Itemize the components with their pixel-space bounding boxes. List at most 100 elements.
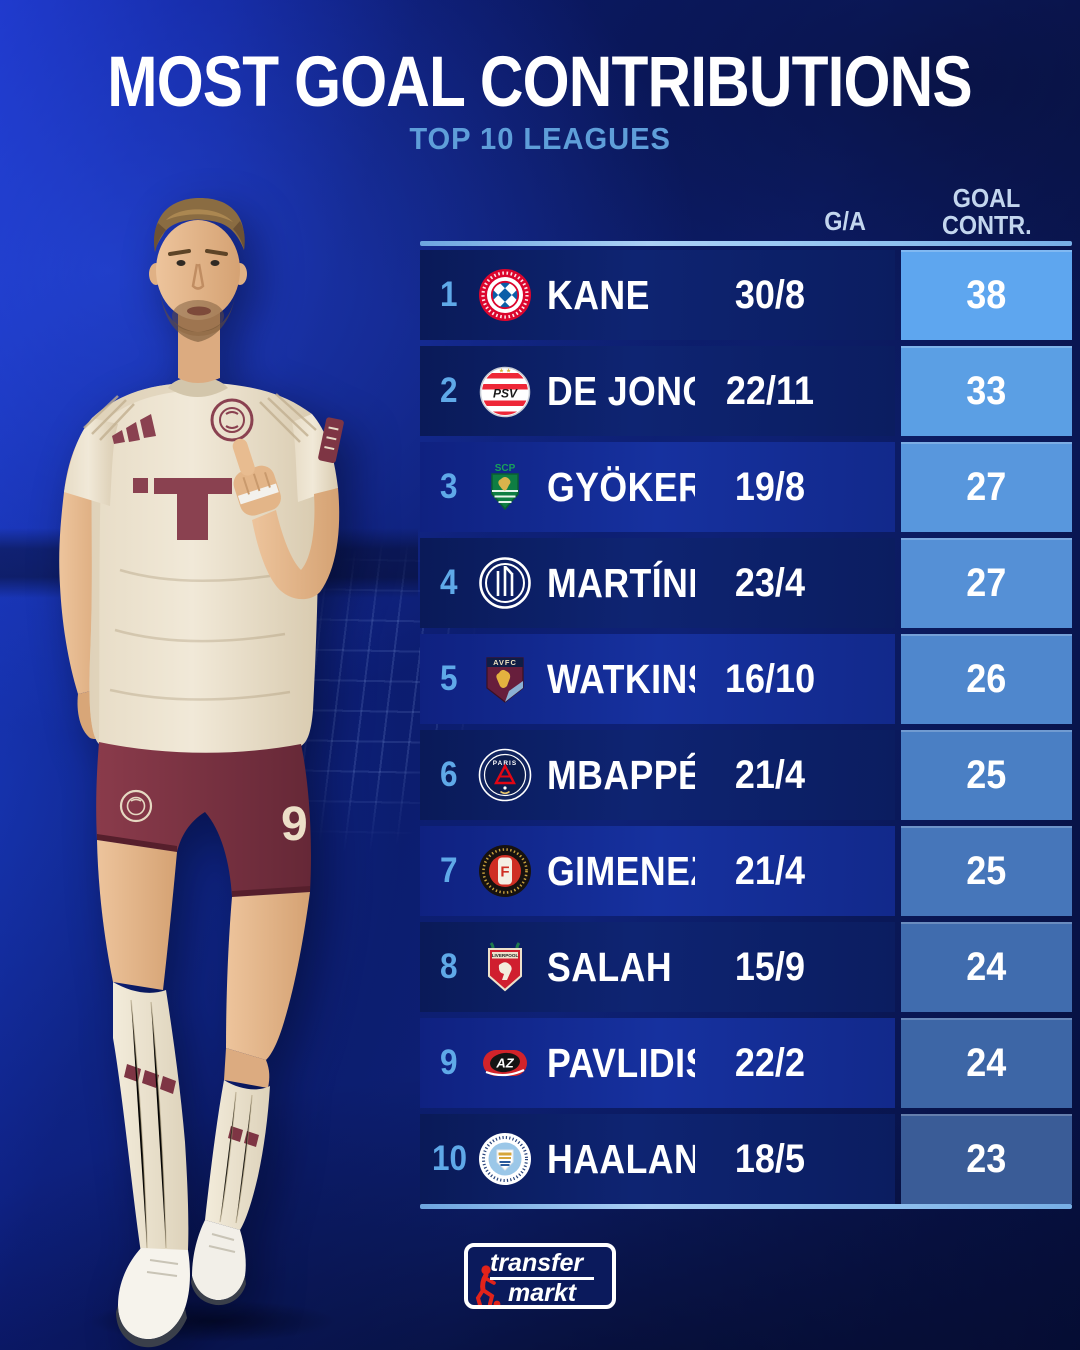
svg-text:PSV: PSV: [493, 387, 518, 401]
goal-contr-cell: 27: [901, 538, 1072, 628]
table-row: 8 LIVERPOOL SALAH 15/9 24: [420, 922, 1072, 1012]
feyenoord-badge-icon: F: [479, 845, 531, 897]
svg-text:★ ★: ★ ★: [499, 368, 511, 375]
ga-cell: 22/11: [725, 368, 815, 413]
table-row: 2 PSV ★ ★ DE JONG 22/11 33: [420, 346, 1072, 436]
rank-cell: 8: [440, 947, 458, 986]
table-header: G/A GOAL CONTR.: [420, 184, 1072, 241]
az-alkmaar-badge-icon: AZ: [483, 1050, 527, 1077]
player-image: 9: [59, 198, 344, 1348]
player-name-cell: KANE: [547, 271, 650, 318]
club-badge-az: AZ: [478, 1036, 532, 1090]
goal-contr-cell: 23: [901, 1114, 1072, 1204]
goal-contr-cell: 25: [901, 826, 1072, 916]
goal-contr-cell: 27: [901, 442, 1072, 532]
svg-text:PARIS: PARIS: [493, 760, 518, 767]
man-city-badge-icon: [479, 1133, 531, 1185]
ga-cell: 22/2: [734, 1040, 806, 1085]
rank-cell: 2: [440, 371, 458, 410]
svg-text:AVFC: AVFC: [493, 658, 517, 667]
svg-text:LIVERPOOL: LIVERPOOL: [492, 953, 519, 958]
goal-contr-cell: 38: [901, 250, 1072, 340]
aston-villa-badge-icon: AVFC: [486, 657, 524, 703]
inter-badge-icon: [479, 557, 531, 609]
table-row: 1 KANE 30/8 38: [420, 250, 1072, 340]
page-subtitle: TOP 10 LEAGUES: [409, 121, 671, 156]
ga-cell: 23/4: [734, 560, 806, 605]
ga-cell: 21/4: [734, 752, 806, 797]
rank-cell: 9: [440, 1043, 458, 1082]
logo-text-transfer: transfer: [490, 1250, 594, 1280]
rank-cell: 10: [431, 1139, 467, 1178]
shorts-crest-icon: [119, 789, 153, 823]
table-row: 6 PARIS MBAPPÉ 21/4 25: [420, 730, 1072, 820]
club-badge-feyenoord: F: [478, 844, 532, 898]
bayern-crest-outline-icon: [210, 398, 254, 442]
rank-cell: 7: [440, 851, 458, 890]
svg-text:SCP: SCP: [495, 463, 516, 474]
player-name-cell: DE JONG: [547, 367, 695, 414]
bayern-badge-icon: [479, 269, 531, 321]
player-boots: [116, 1220, 246, 1348]
club-badge-inter: [478, 556, 532, 610]
goal-contr-cell: 24: [901, 922, 1072, 1012]
club-badge-liverpool: LIVERPOOL: [478, 940, 532, 994]
club-badge-city: [478, 1132, 532, 1186]
ranking-table: G/A GOAL CONTR. 1 KANE 30/8 38 2: [420, 184, 1072, 1209]
ga-cell: 18/5: [734, 1136, 806, 1181]
goal-contr-cell: 33: [901, 346, 1072, 436]
player-name-cell: WATKINS: [547, 655, 695, 702]
player-shirt: [64, 376, 344, 755]
rank-cell: 3: [440, 467, 458, 506]
column-header-ga: G/A: [824, 206, 866, 236]
table-row: 9 AZ PAVLIDIS 22/2 24: [420, 1018, 1072, 1108]
ga-cell: 19/8: [734, 464, 806, 509]
goal-contr-cell: 24: [901, 1018, 1072, 1108]
club-badge-psg: PARIS: [478, 748, 532, 802]
ga-cell: 21/4: [734, 848, 806, 893]
player-name-cell: HAALAND: [547, 1135, 695, 1182]
liverpool-badge-icon: LIVERPOOL: [488, 942, 522, 992]
page-title: MOST GOAL CONTRIBUTIONS: [107, 43, 973, 122]
transfermarkt-runner-icon: [475, 1265, 501, 1305]
player-name-cell: PAVLIDIS: [547, 1039, 695, 1086]
rank-cell: 1: [440, 275, 458, 314]
player-name-cell: GIMENEZ: [547, 847, 695, 894]
ga-cell: 16/10: [724, 656, 816, 701]
psg-badge-icon: PARIS: [478, 748, 532, 802]
table-row: 10 HAALAND 18/5 23: [420, 1114, 1072, 1204]
logo-text-markt: markt: [508, 1279, 577, 1307]
player-socks: [113, 982, 270, 1252]
player-shorts: 9: [96, 742, 311, 897]
transfermarkt-logo: transfer markt: [464, 1243, 616, 1309]
rank-cell: 4: [440, 563, 458, 602]
player-name-cell: MARTÍNEZ: [547, 559, 695, 606]
ga-cell: 30/8: [734, 272, 806, 317]
svg-text:F: F: [500, 864, 509, 881]
sporting-badge-icon: SCP: [491, 463, 519, 511]
adidas-logo-icon: [112, 414, 156, 444]
player-name-cell: SALAH: [547, 943, 673, 990]
rank-cell: 6: [440, 755, 458, 794]
rank-cell: 5: [440, 659, 458, 698]
table-bottom-border: [420, 1204, 1072, 1209]
column-header-goal-contr: GOAL CONTR.: [941, 183, 1032, 240]
table-row: 7 F GIMENEZ 21/4 25: [420, 826, 1072, 916]
svg-text:AZ: AZ: [495, 1056, 514, 1071]
ga-cell: 15/9: [734, 944, 806, 989]
player-head: [149, 198, 247, 383]
table-row: 4 MARTÍNEZ 23/4 27: [420, 538, 1072, 628]
goal-contr-cell: 25: [901, 730, 1072, 820]
table-top-border: [420, 241, 1072, 246]
club-badge-sporting: SCP: [478, 460, 532, 514]
shorts-number: 9: [281, 798, 308, 851]
club-badge-bayern: [478, 268, 532, 322]
club-badge-psv: PSV ★ ★: [478, 364, 532, 418]
player-name-cell: GYÖKERES: [547, 463, 695, 510]
player-legs: [97, 840, 310, 1088]
table-rows: 1 KANE 30/8 38 2 PSV ★ ★ DE JONG 22/11 3…: [420, 246, 1072, 1204]
table-row: 3 SCP GYÖKERES 19/8 27: [420, 442, 1072, 532]
table-row: 5 AVFC WATKINS 16/10 26: [420, 634, 1072, 724]
psv-badge-icon: PSV ★ ★: [479, 366, 531, 418]
